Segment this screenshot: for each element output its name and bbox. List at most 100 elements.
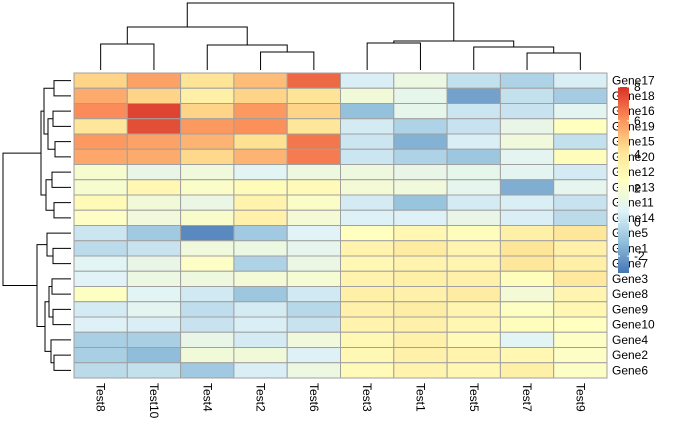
column-label: Test2	[254, 383, 268, 412]
heatmap-cell	[233, 316, 288, 333]
heatmap-cell	[393, 301, 448, 318]
heatmap-cell	[446, 87, 501, 104]
heatmap-cell	[233, 103, 288, 120]
dendrogram-branch	[473, 46, 555, 70]
column-labels: Test8 Test10 Test4 Test2 Test6 Test3 Test1 Test…	[94, 383, 588, 419]
heatmap-cell	[553, 225, 608, 242]
color-legend-ticks: -2 0 2 4 6 8	[618, 80, 645, 263]
heatmap-cell	[499, 255, 555, 272]
heatmap-cell	[499, 164, 555, 181]
heatmap-cell	[499, 331, 555, 348]
dendrogram-branch	[53, 202, 71, 219]
heatmap-cell	[553, 194, 608, 211]
heatmap-cell	[180, 331, 235, 348]
heatmap-cell	[393, 270, 448, 287]
heatmap-cell	[180, 179, 235, 196]
row-label: Gene3	[612, 272, 648, 286]
heatmap-cell	[126, 194, 182, 211]
heatmap-cell	[553, 164, 608, 181]
heatmap-cell	[180, 347, 235, 364]
heatmap-cell	[286, 194, 342, 211]
heatmap-cell	[553, 347, 608, 364]
heatmap-cell	[126, 118, 182, 135]
heatmap-cell	[180, 270, 235, 287]
heatmap-cell	[499, 72, 555, 89]
heatmap-cell	[553, 362, 608, 379]
heatmap-cell	[393, 362, 448, 379]
heatmap-cell	[233, 255, 288, 272]
heatmap-cell	[553, 316, 608, 333]
heatmap-cell	[233, 118, 288, 135]
heatmap-cell	[340, 87, 395, 104]
heatmap-cell	[286, 118, 342, 135]
heatmap-cell	[340, 133, 395, 150]
heatmap-cell	[126, 347, 182, 364]
heatmap-cell	[286, 286, 342, 303]
heatmap-cell	[73, 362, 128, 379]
heatmap-cell	[286, 133, 342, 150]
heatmap-cell	[286, 347, 342, 364]
row-label: Gene6	[612, 363, 648, 377]
dendrogram-branch	[45, 179, 54, 211]
heatmap-cell	[446, 194, 501, 211]
column-label: Test9	[573, 383, 587, 412]
heatmap-cell	[499, 148, 555, 165]
heatmap-cell	[393, 286, 448, 303]
dendrogram-branch	[100, 43, 155, 70]
row-dendrogram	[2, 80, 71, 371]
heatmap-cell	[499, 118, 555, 135]
heatmap-cell	[73, 148, 128, 165]
heatmap-cell	[126, 316, 182, 333]
heatmap-cell	[126, 240, 182, 257]
heatmap-cell	[180, 301, 235, 318]
legend-tick-label: 0	[634, 215, 641, 229]
heatmap-cell	[126, 225, 182, 242]
heatmap-cell	[126, 270, 182, 287]
heatmap-cell	[126, 331, 182, 348]
heatmap-cell	[340, 179, 395, 196]
heatmap-cell	[180, 103, 235, 120]
heatmap-cell	[180, 286, 235, 303]
heatmap-cell	[393, 255, 448, 272]
heatmap-cell	[446, 316, 501, 333]
heatmap-cell	[553, 179, 608, 196]
heatmap-cell	[393, 72, 448, 89]
dendrogram-branch	[186, 2, 455, 41]
heatmap-cell	[233, 301, 288, 318]
heatmap-cell	[499, 87, 555, 104]
heatmap-cell	[446, 179, 501, 196]
heatmap-cell	[499, 316, 555, 333]
heatmap-cell	[73, 240, 128, 257]
heatmap-cell	[73, 316, 128, 333]
heatmap-cell	[180, 133, 235, 150]
column-label: Test5	[467, 383, 481, 412]
heatmap-cell	[393, 148, 448, 165]
heatmap-cell	[393, 347, 448, 364]
dendrogram-branch	[47, 118, 55, 150]
heatmap-cell	[286, 225, 342, 242]
heatmap-cell	[286, 87, 342, 104]
heatmap-cell	[73, 255, 128, 272]
row-label: Gene2	[612, 348, 648, 362]
heatmap-cell	[340, 209, 395, 226]
dendrogram-branch	[44, 301, 51, 352]
heatmap-cell	[499, 301, 555, 318]
heatmap-cell	[499, 133, 555, 150]
heatmap-cell	[553, 72, 608, 89]
heatmap-cell	[286, 103, 342, 120]
heatmap-cell	[126, 72, 182, 89]
heatmap-cell	[180, 118, 235, 135]
heatmap-cell	[73, 164, 128, 181]
heatmap-cell	[499, 240, 555, 257]
column-label: Test6	[307, 383, 321, 412]
heatmap-cell	[340, 362, 395, 379]
heatmap-cell	[286, 316, 342, 333]
heatmap-cell	[180, 194, 235, 211]
heatmap-cell	[73, 209, 128, 226]
heatmap-cell	[286, 164, 342, 181]
heatmap-cell	[126, 286, 182, 303]
dendrogram-branch	[53, 80, 71, 97]
heatmap-cell	[233, 286, 288, 303]
heatmap-cell	[393, 225, 448, 242]
